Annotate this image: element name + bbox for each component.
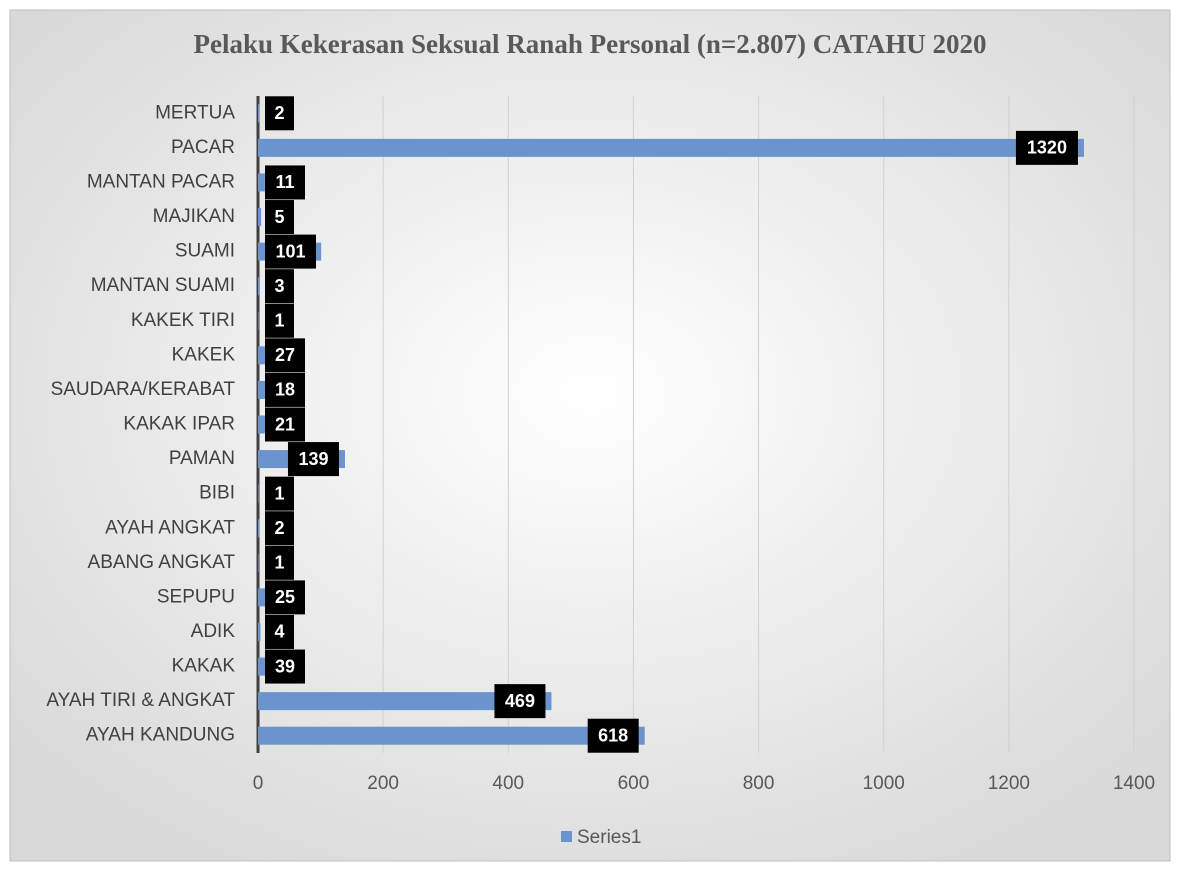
data-label: 18 [275, 380, 295, 400]
data-label: 2 [274, 103, 284, 123]
y-tick-label: PAMAN [169, 448, 235, 469]
data-label: 27 [275, 345, 295, 365]
data-label-box [1015, 130, 1078, 165]
y-tick-label: KAKEK TIRI [131, 310, 235, 331]
data-label: 5 [274, 207, 284, 227]
y-tick-label: AYAH KANDUNG [86, 725, 235, 746]
x-tick-label: 600 [618, 773, 650, 794]
data-label-box [265, 614, 294, 649]
data-label: 469 [505, 691, 535, 711]
y-tick-label: SUAMI [175, 241, 235, 262]
y-tick-label: PACAR [171, 137, 235, 158]
data-label-box [587, 718, 639, 753]
bar [258, 173, 265, 192]
bar [258, 692, 552, 711]
data-label-box [265, 476, 294, 511]
bar [258, 208, 262, 227]
data-label-box [494, 684, 546, 719]
data-label: 25 [275, 587, 295, 607]
data-label: 2 [274, 518, 284, 538]
data-label-box [265, 372, 305, 407]
data-label: 1320 [1027, 138, 1067, 158]
data-label-box [265, 303, 294, 338]
data-label-box [287, 442, 339, 477]
bar [258, 484, 259, 503]
bar [258, 519, 260, 538]
y-tick-label: ABANG ANGKAT [88, 552, 236, 573]
x-tick-label: 0 [253, 773, 264, 794]
data-label-box [265, 234, 316, 269]
y-tick-label: KAKEK [172, 344, 236, 365]
bar [258, 311, 259, 330]
data-label: 1 [274, 553, 284, 573]
x-tick-label: 1000 [863, 773, 905, 794]
y-tick-label: MANTAN SUAMI [91, 275, 235, 296]
data-label: 11 [275, 172, 294, 192]
data-label: 39 [275, 656, 295, 676]
bar [258, 553, 259, 572]
data-label-box [265, 511, 294, 546]
data-label-box [265, 96, 294, 131]
data-label: 139 [298, 449, 328, 469]
y-tick-label: KAKAK IPAR [123, 414, 235, 435]
y-tick-label: ADIK [191, 621, 236, 642]
data-label-box [265, 200, 294, 235]
bar [258, 138, 1084, 157]
data-label-box [265, 649, 305, 684]
bar [258, 104, 260, 123]
y-tick-label: BIBI [199, 483, 235, 504]
bar [258, 277, 260, 296]
x-tick-label: 200 [367, 773, 399, 794]
x-tick-label: 1200 [988, 773, 1030, 794]
y-tick-label: AYAH TIRI & ANGKAT [46, 690, 235, 711]
x-tick-label: 800 [743, 773, 775, 794]
data-label: 1 [274, 311, 284, 331]
y-tick-label: AYAH ANGKAT [105, 517, 235, 538]
legend-swatch [561, 831, 572, 842]
data-label-box [265, 269, 294, 304]
y-tick-label: MAJIKAN [153, 206, 235, 227]
data-label: 4 [274, 622, 284, 642]
bar [258, 380, 270, 399]
y-tick-label: SEPUPU [157, 586, 235, 607]
x-tick-label: 1400 [1113, 773, 1155, 794]
y-tick-label: MERTUA [155, 102, 235, 123]
data-label-box [265, 545, 294, 580]
data-label: 1 [274, 483, 284, 503]
data-label-box [265, 407, 305, 442]
data-label: 618 [598, 725, 628, 745]
data-label-box [265, 338, 305, 373]
y-tick-label: MANTAN PACAR [87, 171, 235, 192]
bar [258, 622, 261, 641]
chart-title: Pelaku Kekerasan Seksual Ranah Personal … [194, 29, 987, 59]
data-label: 101 [275, 241, 305, 261]
data-label-box [265, 580, 305, 615]
y-tick-label: SAUDARA/KERABAT [51, 379, 236, 400]
legend-label: Series1 [577, 827, 641, 848]
y-tick-label: KAKAK [172, 656, 236, 677]
data-label-box [265, 165, 305, 200]
x-tick-label: 400 [492, 773, 524, 794]
bar [258, 726, 645, 745]
data-label: 21 [275, 414, 295, 434]
data-label: 3 [274, 276, 284, 296]
